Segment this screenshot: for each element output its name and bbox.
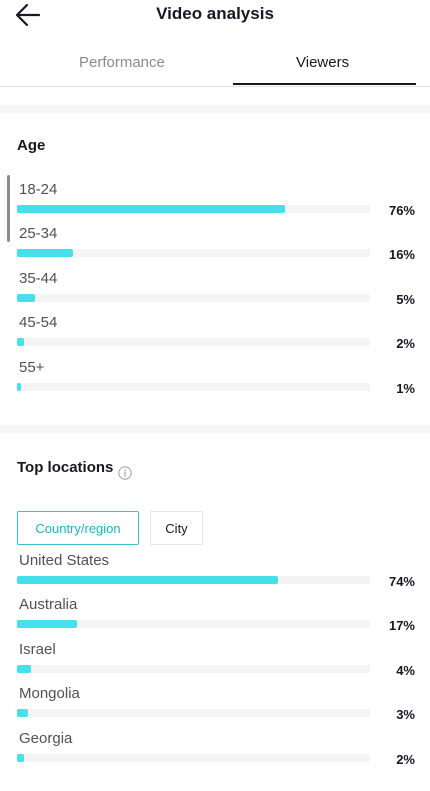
location-bar-fill <box>17 576 278 584</box>
age-bar-track <box>17 338 370 346</box>
location-row-australia: Australia 17% <box>17 596 417 636</box>
age-row-percent: 1% <box>396 381 415 396</box>
age-bar-track <box>17 249 370 257</box>
section-divider <box>0 425 430 433</box>
location-row-label: United States <box>19 552 110 569</box>
age-row-label: 35-44 <box>19 270 58 287</box>
location-row-mongolia: Mongolia 3% <box>17 685 417 725</box>
location-bar-fill <box>17 754 24 762</box>
age-row-percent: 2% <box>396 336 415 351</box>
age-row-percent: 76% <box>388 203 415 218</box>
location-bar-fill <box>17 620 77 628</box>
section-divider <box>0 105 430 113</box>
location-bar-track <box>17 665 370 673</box>
age-bar-track <box>17 294 370 302</box>
location-row-united-states: United States 74% <box>17 552 417 592</box>
scroll-indicator[interactable] <box>7 175 10 242</box>
active-tab-indicator <box>233 83 416 85</box>
location-bar-track <box>17 620 370 628</box>
age-bar-fill <box>17 249 73 257</box>
location-row-label: Israel <box>19 641 56 658</box>
age-bar-fill <box>17 338 24 346</box>
location-row-percent: 2% <box>396 752 415 767</box>
tab-viewers[interactable]: Viewers <box>296 54 350 71</box>
location-row-georgia: Georgia 2% <box>17 730 417 770</box>
locations-title: Top locations <box>17 459 114 476</box>
age-bar-fill <box>17 383 21 391</box>
location-row-percent: 74% <box>388 574 415 589</box>
location-bar-track <box>17 754 370 762</box>
location-row-label: Georgia <box>19 730 73 747</box>
age-row-percent: 16% <box>388 247 415 262</box>
location-bar-fill <box>17 665 31 673</box>
location-bar-track <box>17 709 370 717</box>
tab-performance[interactable]: Performance <box>79 54 165 71</box>
tab-bar: Performance Viewers <box>0 30 430 87</box>
location-bar-track <box>17 576 370 584</box>
age-row-45-54: 45-54 2% <box>17 314 417 354</box>
locations-section: Top locations Country/region City United… <box>0 433 430 791</box>
age-row-percent: 5% <box>396 292 415 307</box>
info-icon[interactable] <box>118 466 132 480</box>
location-row-percent: 4% <box>396 663 415 678</box>
age-row-label: 18-24 <box>19 181 58 198</box>
age-row-18-24: 18-24 76% <box>17 181 417 221</box>
age-title: Age <box>17 137 46 154</box>
back-arrow-icon[interactable] <box>14 2 42 28</box>
location-row-label: Mongolia <box>19 685 80 702</box>
age-bar-fill <box>17 294 35 302</box>
country-region-filter-button[interactable]: Country/region <box>17 511 139 545</box>
age-row-label: 45-54 <box>19 314 58 331</box>
page-title: Video analysis <box>156 4 274 23</box>
location-row-percent: 3% <box>396 707 415 722</box>
age-bar-track <box>17 205 370 213</box>
age-row-label: 25-34 <box>19 225 58 242</box>
header: Video analysis <box>0 0 430 30</box>
age-row-55-plus: 55+ 1% <box>17 359 417 399</box>
age-row-35-44: 35-44 5% <box>17 270 417 310</box>
age-bar-fill <box>17 205 285 213</box>
location-bar-fill <box>17 709 28 717</box>
age-row-25-34: 25-34 16% <box>17 225 417 265</box>
location-row-percent: 17% <box>388 618 415 633</box>
age-section: Age 18-24 76% 25-34 16% 35-44 5% 45-54 2… <box>0 113 430 425</box>
location-row-label: Australia <box>19 596 78 613</box>
age-bar-track <box>17 383 370 391</box>
city-filter-button[interactable]: City <box>150 511 203 545</box>
location-row-israel: Israel 4% <box>17 641 417 681</box>
age-row-label: 55+ <box>19 359 45 376</box>
